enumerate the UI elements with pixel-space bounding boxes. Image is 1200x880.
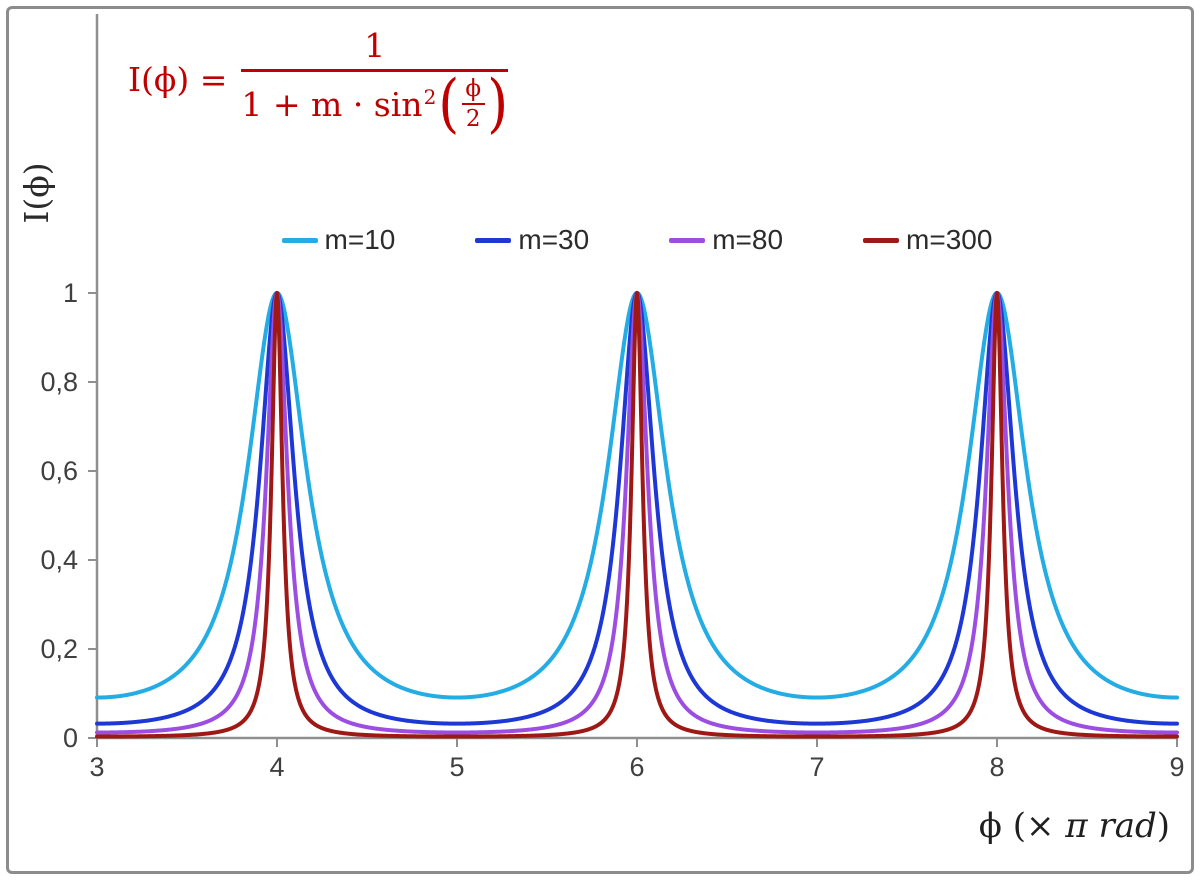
formula-lhs: I(ϕ) =	[128, 59, 228, 99]
y-tick-label-0,2: 0,2	[40, 634, 78, 664]
formula-denominator: 1 + m · sin2 ( ϕ 2 )	[241, 69, 509, 135]
formula-inner-denominator: 2	[461, 103, 485, 132]
x-tick-label-8: 8	[989, 752, 1005, 782]
y-tick-label-0,8: 0,8	[40, 367, 78, 397]
formula-numerator: 1	[364, 26, 386, 65]
x-tick-label-7: 7	[809, 752, 825, 782]
x-tick-label-4: 4	[269, 752, 285, 782]
legend-item-30: m=30	[475, 224, 589, 256]
x-tick-label-6: 6	[629, 752, 645, 782]
formula-sin-exponent: 2	[423, 84, 437, 109]
x-axis-title-prefix: ϕ (×	[978, 806, 1055, 846]
legend-swatch-10	[281, 237, 318, 243]
x-tick-label-3: 3	[89, 752, 105, 782]
x-axis-title-suffix: )	[1156, 806, 1170, 846]
formula-inner-fraction: ϕ 2	[461, 76, 485, 132]
x-tick-label-5: 5	[449, 752, 465, 782]
formula-denominator-text: 1 + m · sin2	[241, 84, 437, 124]
legend-swatch-300	[863, 237, 900, 243]
formula-inner-numerator: ϕ	[465, 76, 482, 102]
x-tick-label-9: 9	[1169, 752, 1185, 782]
formula-close-paren: )	[487, 66, 509, 141]
y-tick-label-0,6: 0,6	[40, 456, 78, 486]
y-tick-label-0: 0	[62, 723, 78, 753]
x-axis-title: ϕ (× π rad)	[850, 806, 1170, 846]
formula-open-paren: (	[438, 66, 460, 141]
legend-item-80: m=80	[669, 224, 783, 256]
legend-label-10: m=10	[324, 224, 396, 255]
legend-item-10: m=10	[281, 224, 396, 256]
series-curve-80	[95, 291, 1179, 735]
formula: I(ϕ) = 1 1 + m · sin2 ( ϕ 2 )	[128, 26, 509, 135]
legend-label-300: m=300	[906, 224, 993, 255]
legend-item-300: m=300	[863, 224, 992, 256]
formula-fraction: 1 1 + m · sin2 ( ϕ 2 )	[241, 26, 509, 135]
series-curve-30	[95, 291, 1179, 726]
legend-label-30: m=30	[518, 224, 590, 255]
legend-label-80: m=80	[712, 224, 784, 255]
y-tick-label-0,4: 0,4	[40, 545, 78, 575]
legend-swatch-30	[475, 237, 512, 243]
legend: m=10 m=30 m=80 m=300	[97, 224, 1177, 256]
legend-swatch-80	[669, 237, 706, 243]
y-axis-title: I(ϕ)	[17, 162, 56, 224]
series-curve-300	[95, 291, 1179, 739]
y-tick-label-1: 1	[62, 278, 78, 308]
x-axis-title-italic: π rad	[1054, 806, 1157, 846]
